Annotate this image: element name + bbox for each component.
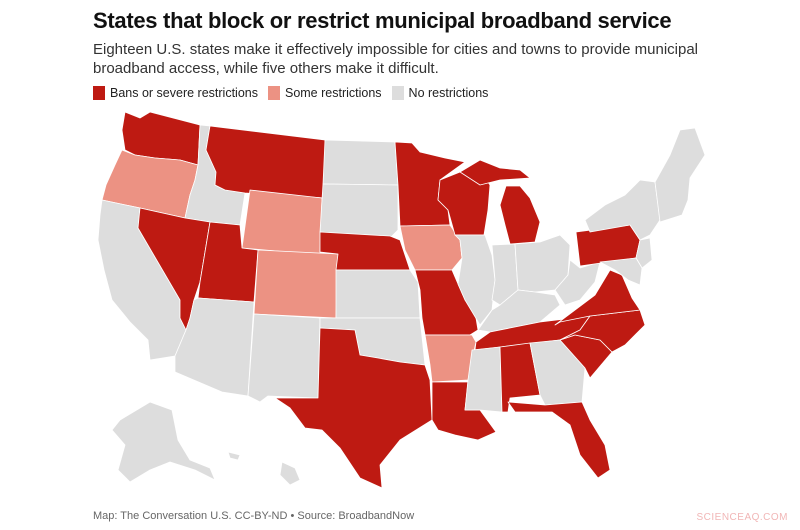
state-south-dakota[interactable] [319, 183, 399, 239]
map-credit: Map: The Conversation U.S. CC-BY-ND • So… [93, 510, 415, 522]
state-new-mexico[interactable] [247, 313, 321, 403]
legend: Bans or severe restrictions Some restric… [93, 86, 498, 100]
map-title: States that block or restrict municipal … [93, 8, 672, 33]
legend-label: No restrictions [408, 86, 489, 100]
legend-item-none: No restrictions [391, 86, 489, 100]
state-montana[interactable] [205, 125, 326, 199]
state-michigan-up[interactable] [459, 159, 531, 186]
state-florida[interactable] [507, 401, 611, 479]
legend-item-some: Some restrictions [267, 86, 382, 100]
legend-item-bans: Bans or severe restrictions [93, 86, 258, 100]
state-alaska[interactable] [111, 401, 216, 483]
state-colorado[interactable] [253, 249, 339, 319]
state-hawaii[interactable] [279, 461, 301, 486]
state-north-carolina[interactable] [559, 309, 646, 353]
state-wyoming[interactable] [241, 189, 323, 256]
state-new-england[interactable] [654, 127, 706, 223]
state-arizona[interactable] [174, 297, 255, 397]
us-map [97, 111, 706, 489]
state-texas[interactable] [274, 327, 433, 489]
state-illinois[interactable] [454, 234, 496, 326]
state-kansas[interactable] [335, 269, 421, 319]
legend-label: Bans or severe restrictions [110, 86, 258, 100]
legend-label: Some restrictions [284, 86, 382, 100]
map-subtitle: Eighteen U.S. states make it effectively… [93, 41, 699, 77]
state-new-jersey[interactable] [635, 237, 653, 269]
state-iowa[interactable] [399, 224, 463, 271]
legend-swatch-bans [93, 86, 105, 100]
state-hawaii-islands[interactable] [227, 451, 241, 461]
state-north-dakota[interactable] [322, 139, 399, 186]
legend-swatch-some [267, 86, 280, 100]
watermark: SCIENCEAQ.COM [696, 512, 788, 523]
state-maryland-delaware[interactable] [599, 257, 643, 286]
state-virginia[interactable] [554, 269, 641, 326]
legend-swatch-none [391, 86, 404, 100]
state-michigan[interactable] [499, 185, 541, 245]
